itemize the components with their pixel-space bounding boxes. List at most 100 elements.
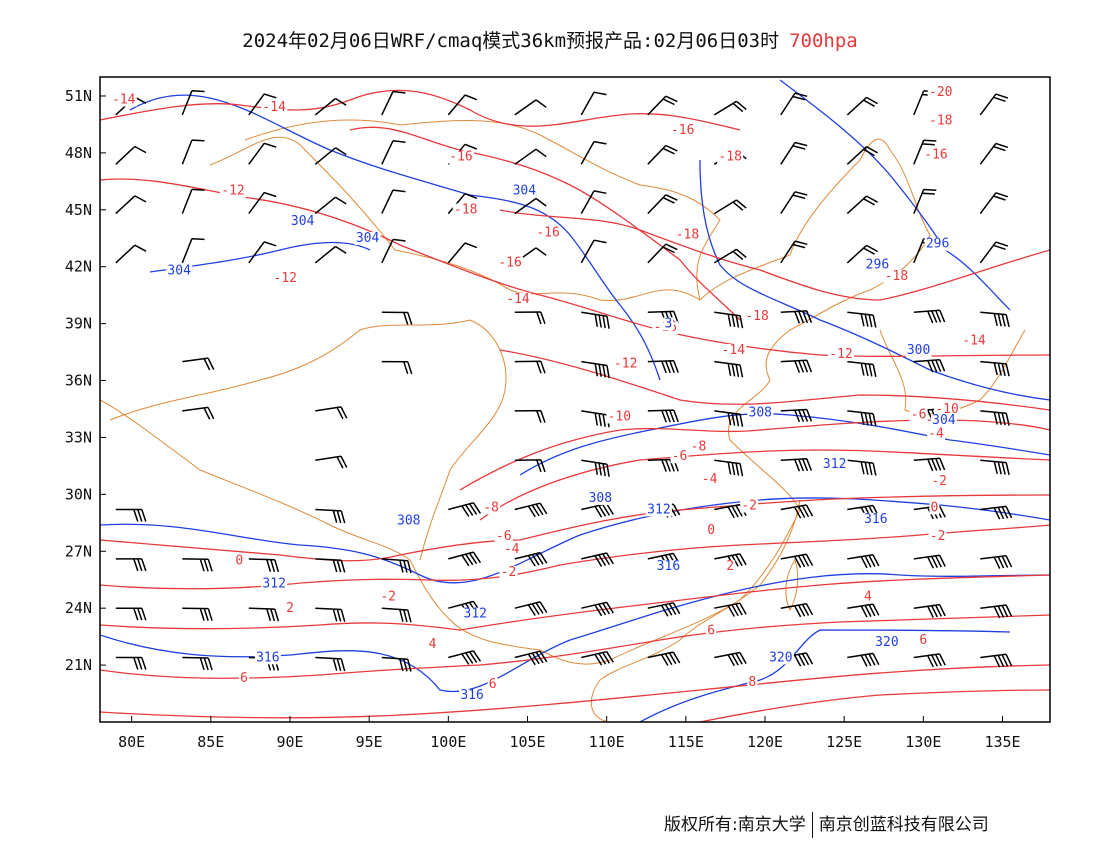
wind-barb <box>181 237 205 264</box>
temp-label: -6 <box>496 529 512 544</box>
height-line-312 <box>100 497 1050 584</box>
temp-label: -16 <box>449 149 472 164</box>
temp-label-bg <box>606 410 633 424</box>
lon-label: 130E <box>905 733 941 751</box>
wind-barb <box>182 607 213 621</box>
wind-barb-shaft <box>248 191 277 215</box>
height-label-bg <box>395 514 422 528</box>
wind-barb <box>115 145 147 165</box>
wind-barb <box>846 195 878 215</box>
wind-barb-shaft <box>647 194 678 215</box>
wind-barb <box>647 409 679 423</box>
wind-barb <box>580 239 607 264</box>
temp-label: -2 <box>741 499 757 514</box>
wind-barb-shaft <box>846 96 878 116</box>
wind-barb-shaft <box>248 93 277 116</box>
wind-barb-shaft <box>979 142 1009 165</box>
wind-barb-shaft <box>913 457 946 472</box>
map-frame <box>99 76 1051 723</box>
wind-barb <box>980 604 1013 619</box>
wind-barb <box>315 455 348 469</box>
temp-label: -14 <box>962 333 986 348</box>
wind-barb-shaft <box>115 508 147 522</box>
wind-barb <box>514 99 547 116</box>
wind-barb-shaft <box>647 359 679 374</box>
credit-left: 版权所有:南京大学 <box>664 815 806 835</box>
wind-barb <box>979 142 1009 165</box>
temp-line-n16 <box>349 126 741 321</box>
wind-barb-shaft <box>847 554 880 569</box>
temp-label-bg <box>930 474 949 488</box>
wind-barb <box>780 408 813 423</box>
wind-barb <box>647 95 678 116</box>
temp-label: 0 <box>931 500 939 515</box>
wind-barb-shaft <box>182 607 213 621</box>
height-label-bg <box>864 258 891 272</box>
wind-barb-shaft <box>780 504 814 519</box>
wind-barb <box>913 603 946 618</box>
wind-barb-shaft <box>780 553 814 568</box>
height-line-304-north <box>129 94 661 381</box>
wind-barb-shaft <box>847 652 880 667</box>
wind-barb-shaft <box>980 360 1010 377</box>
wind-barb-shaft <box>182 558 213 572</box>
wind-barb <box>514 601 548 616</box>
wind-barb <box>847 554 880 569</box>
temp-label-bg <box>909 408 928 422</box>
height-label: 316 <box>460 688 483 703</box>
wind-barb <box>913 457 946 472</box>
height-label: 316 <box>256 650 279 665</box>
temp-line-10 <box>699 689 1050 722</box>
wind-barb <box>447 94 478 116</box>
temp-label-bg <box>700 472 719 486</box>
lat-label: 45N <box>65 201 92 219</box>
height-label: 3 <box>665 316 673 331</box>
lon-label: 100E <box>430 733 466 751</box>
wind-barb <box>248 93 277 116</box>
wind-barb-shaft <box>381 311 413 325</box>
wind-barb <box>315 406 348 420</box>
wind-barb-shaft <box>381 238 406 264</box>
wind-barb-shaft <box>847 311 877 328</box>
height-label-bg <box>767 651 794 665</box>
copyright-credit: 版权所有:南京大学 南京创蓝科技有限公司 <box>664 810 989 838</box>
wind-barb <box>780 310 813 324</box>
temp-label-bg <box>883 269 910 283</box>
wind-barb-shaft <box>980 459 1010 476</box>
height-label-bg <box>862 512 889 526</box>
wind-barb <box>314 196 347 215</box>
wind-barb <box>248 607 280 622</box>
lon-label: 120E <box>747 733 783 751</box>
wind-barb <box>248 241 277 264</box>
wind-barb-shaft <box>315 607 346 622</box>
wind-barb-shaft <box>713 100 747 116</box>
height-label: 308 <box>749 406 772 421</box>
temp-label-bg <box>452 203 479 217</box>
temp-label-bg <box>502 543 521 557</box>
lat-label: 42N <box>65 258 92 276</box>
wind-barb <box>847 603 880 618</box>
wind-barb <box>847 504 880 519</box>
wind-barb <box>913 188 937 214</box>
wind-barb <box>980 410 1010 426</box>
wind-barb <box>315 508 346 524</box>
map-layers: -14-14-16-18-16-16-16-18-18-20-18-16-12-… <box>100 79 1050 722</box>
temp-line-8 <box>100 664 1050 719</box>
wind-barb-shaft <box>980 653 1013 668</box>
wind-barb <box>847 652 880 667</box>
wind-barb <box>780 92 808 116</box>
temp-label-bg <box>717 150 744 164</box>
temp-label: -4 <box>504 542 520 557</box>
wind-barb <box>182 656 213 671</box>
temp-label: -12 <box>274 271 297 286</box>
wind-barb <box>647 552 681 568</box>
height-line-320 <box>639 629 1011 722</box>
wind-barb <box>846 244 878 264</box>
wind-barb <box>314 147 347 165</box>
wind-barb-shaft <box>115 656 147 670</box>
wind-barb-shaft <box>181 139 205 165</box>
wind-barb <box>181 188 205 214</box>
wind-barb-shaft <box>647 243 678 264</box>
temp-label-bg <box>535 226 562 240</box>
